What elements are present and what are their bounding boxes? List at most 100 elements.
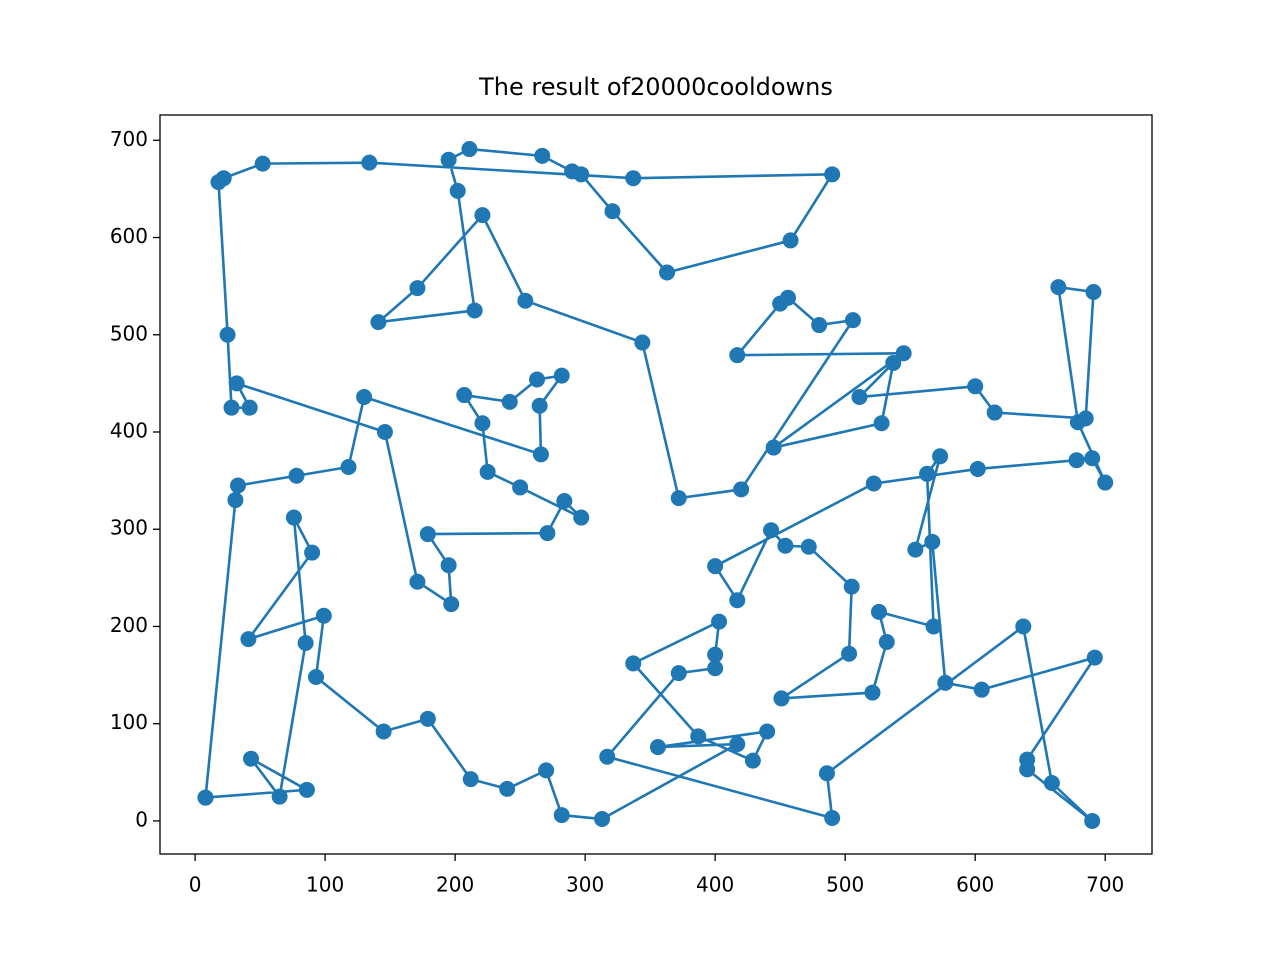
point xyxy=(818,765,835,782)
point xyxy=(297,634,314,651)
point xyxy=(969,460,986,477)
point xyxy=(419,526,436,543)
point xyxy=(534,147,551,164)
point xyxy=(932,448,949,465)
point xyxy=(461,141,478,158)
point xyxy=(690,728,707,745)
point xyxy=(298,781,315,798)
point xyxy=(573,166,590,183)
point xyxy=(729,736,746,753)
y-tick-label: 600 xyxy=(110,224,148,248)
point xyxy=(443,596,460,613)
point xyxy=(759,723,776,740)
point xyxy=(474,207,491,224)
point xyxy=(304,544,321,561)
point xyxy=(907,541,924,558)
point xyxy=(409,280,426,297)
point xyxy=(227,492,244,509)
point xyxy=(1019,751,1036,768)
x-tick-label: 300 xyxy=(566,873,604,897)
y-tick-label: 300 xyxy=(110,516,148,540)
point xyxy=(967,378,984,395)
point xyxy=(197,789,214,806)
point xyxy=(499,780,516,797)
point xyxy=(670,490,687,507)
point xyxy=(843,578,860,595)
point xyxy=(865,475,882,492)
point xyxy=(409,573,426,590)
point xyxy=(531,397,548,414)
point xyxy=(885,354,902,371)
point xyxy=(1043,775,1060,792)
point xyxy=(777,537,794,554)
point xyxy=(375,723,392,740)
point xyxy=(1084,450,1101,467)
point xyxy=(466,302,483,319)
x-tick-label: 200 xyxy=(436,873,474,897)
point xyxy=(553,367,570,384)
point xyxy=(243,750,260,767)
x-tick-label: 600 xyxy=(956,873,994,897)
point xyxy=(925,618,942,635)
point xyxy=(1097,474,1114,491)
point xyxy=(308,669,325,686)
point xyxy=(230,477,247,494)
point xyxy=(501,393,518,410)
point xyxy=(729,347,746,364)
point xyxy=(779,289,796,306)
point xyxy=(1086,649,1103,666)
point xyxy=(604,203,621,220)
y-tick-label: 400 xyxy=(110,418,148,442)
point xyxy=(288,467,305,484)
point xyxy=(599,748,616,765)
point xyxy=(356,388,373,405)
point xyxy=(973,681,990,698)
point xyxy=(376,423,393,440)
point xyxy=(744,752,761,769)
y-tick-label: 0 xyxy=(135,807,148,831)
point xyxy=(228,375,245,392)
point xyxy=(419,710,436,727)
point xyxy=(456,387,473,404)
point xyxy=(1084,812,1101,829)
point xyxy=(440,557,457,574)
point xyxy=(851,388,868,405)
point xyxy=(937,674,954,691)
point xyxy=(824,166,841,183)
point xyxy=(895,345,912,362)
point xyxy=(1015,618,1032,635)
point xyxy=(241,399,258,416)
point xyxy=(782,232,799,249)
point xyxy=(556,493,573,510)
point xyxy=(763,522,780,539)
point xyxy=(1050,279,1067,296)
y-tick-label: 200 xyxy=(110,613,148,637)
point xyxy=(707,558,724,575)
point xyxy=(315,607,332,624)
point xyxy=(634,334,651,351)
point xyxy=(864,684,881,701)
point xyxy=(649,739,666,756)
point xyxy=(340,458,357,475)
point xyxy=(538,762,555,779)
point xyxy=(462,771,479,788)
point xyxy=(573,509,590,526)
point xyxy=(517,292,534,309)
x-tick-label: 400 xyxy=(696,873,734,897)
y-tick-label: 100 xyxy=(110,710,148,734)
point xyxy=(532,446,549,463)
point xyxy=(254,155,271,172)
point xyxy=(800,538,817,555)
x-tick-label: 0 xyxy=(189,873,202,897)
point xyxy=(512,479,529,496)
chart-title: The result of20000cooldowns xyxy=(478,73,833,101)
point xyxy=(240,631,257,648)
point xyxy=(870,603,887,620)
point xyxy=(1077,410,1094,427)
point xyxy=(529,371,546,388)
point xyxy=(219,326,236,343)
point xyxy=(440,151,457,168)
point xyxy=(223,399,240,416)
point xyxy=(553,807,570,824)
